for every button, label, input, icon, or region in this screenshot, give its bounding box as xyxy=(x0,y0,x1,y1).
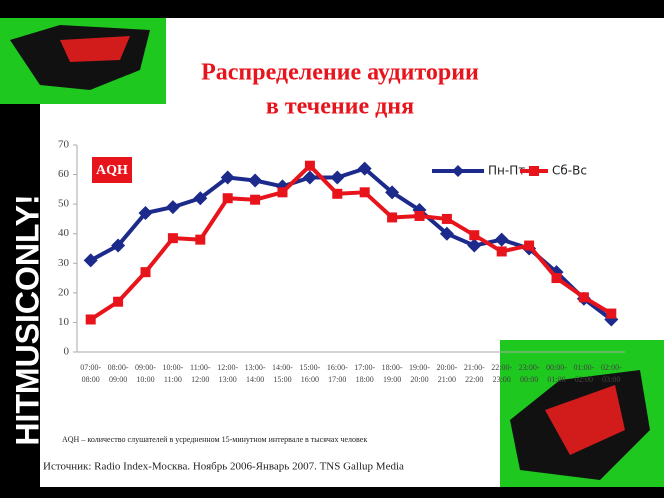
point xyxy=(220,170,235,185)
x-tick-label: 15:00- xyxy=(299,363,320,372)
x-tick-label: 17:00 xyxy=(328,375,346,384)
bottom-bar xyxy=(0,487,664,498)
x-tick-label: 12:00- xyxy=(217,363,238,372)
x-tick-label: 03:00 xyxy=(602,375,620,384)
source: Источник: Radio Index-Москва. Ноябрь 200… xyxy=(43,461,404,473)
x-tick-label: 23:00- xyxy=(519,363,540,372)
point xyxy=(302,170,317,185)
x-tick-label: 13:00- xyxy=(245,363,266,372)
top-bar xyxy=(0,0,664,18)
legend-marker xyxy=(452,165,464,177)
x-tick-label: 11:00 xyxy=(164,375,182,384)
point xyxy=(551,273,562,284)
x-tick-label: 15:00 xyxy=(273,375,291,384)
footnote: AQH – количество слушателей в усредненно… xyxy=(62,435,367,444)
legend-label: Пн-Пт xyxy=(488,164,525,178)
legend-label: Сб-Вс xyxy=(552,164,587,178)
x-tick-label: 21:00 xyxy=(438,375,456,384)
point xyxy=(330,170,345,185)
badge-box xyxy=(92,157,132,183)
x-tick-label: 12:00 xyxy=(191,375,209,384)
y-tick-label: 60 xyxy=(58,168,70,180)
x-tick-label: 10:00- xyxy=(162,363,183,372)
x-tick-label: 02:00 xyxy=(575,375,593,384)
point xyxy=(140,267,151,278)
point xyxy=(494,232,509,247)
x-tick-label: 08:00- xyxy=(108,363,129,372)
y-tick-label: 30 xyxy=(58,257,70,269)
point xyxy=(467,238,482,253)
point xyxy=(111,238,126,253)
x-tick-label: 18:00- xyxy=(382,363,403,372)
x-tick-label: 21:00- xyxy=(464,363,485,372)
logo-shape xyxy=(545,385,625,455)
legend-marker xyxy=(529,166,539,176)
point xyxy=(193,191,208,206)
x-tick-label: 19:00 xyxy=(383,375,401,384)
point xyxy=(578,292,589,303)
x-tick-label: 20:00- xyxy=(436,363,457,372)
badge: AQH xyxy=(96,163,128,178)
x-tick-label: 10:00 xyxy=(136,375,154,384)
x-tick-label: 23:00 xyxy=(493,375,511,384)
point xyxy=(113,296,124,307)
x-tick-label: 08:00 xyxy=(82,375,100,384)
y-tick-label: 50 xyxy=(58,198,70,210)
x-tick-label: 20:00 xyxy=(410,375,428,384)
point xyxy=(414,210,425,221)
point xyxy=(250,194,261,205)
y-tick-label: 70 xyxy=(58,139,70,151)
x-tick-label: 22:00 xyxy=(465,375,483,384)
x-tick-label: 14:00 xyxy=(246,375,264,384)
x-tick-label: 17:00- xyxy=(354,363,375,372)
point xyxy=(304,160,315,171)
point xyxy=(359,187,370,198)
point xyxy=(332,188,343,199)
y-tick-label: 20 xyxy=(58,286,70,298)
title-line: в течение дня xyxy=(266,94,414,120)
point xyxy=(277,187,288,198)
point xyxy=(441,213,452,224)
point xyxy=(496,246,507,257)
x-tick-label: 19:00- xyxy=(409,363,430,372)
point xyxy=(85,314,96,325)
y-tick-label: 10 xyxy=(58,316,70,328)
x-tick-label: 09:00 xyxy=(109,375,127,384)
x-tick-label: 02:00- xyxy=(601,363,622,372)
point xyxy=(469,230,480,241)
point xyxy=(195,234,206,245)
title-line: Распределение аудитории xyxy=(201,60,479,86)
x-tick-label: 09:00- xyxy=(135,363,156,372)
point xyxy=(439,226,454,241)
x-tick-label: 07:00- xyxy=(80,363,101,372)
x-tick-label: 16:00- xyxy=(327,363,348,372)
point xyxy=(387,212,398,223)
point xyxy=(167,233,178,244)
point xyxy=(524,240,535,251)
point xyxy=(138,206,153,221)
brand-text: HITMUSICONLY! xyxy=(9,194,45,445)
point xyxy=(165,200,180,215)
x-tick-label: 13:00 xyxy=(219,375,237,384)
x-tick-label: 14:00- xyxy=(272,363,293,372)
x-tick-label: 01:00 xyxy=(547,375,565,384)
x-tick-label: 16:00 xyxy=(301,375,319,384)
x-tick-label: 18:00 xyxy=(356,375,374,384)
x-tick-label: 22:00- xyxy=(491,363,512,372)
x-tick-label: 11:00- xyxy=(190,363,211,372)
x-tick-label: 00:00 xyxy=(520,375,538,384)
point xyxy=(248,173,263,188)
y-tick-label: 0 xyxy=(64,346,70,358)
y-tick-label: 40 xyxy=(58,227,70,239)
point xyxy=(606,308,617,319)
point xyxy=(357,161,372,176)
point xyxy=(83,253,98,268)
logo-shape xyxy=(60,36,130,62)
x-tick-label: 00:00- xyxy=(546,363,567,372)
x-tick-label: 01:00- xyxy=(573,363,594,372)
point xyxy=(222,193,233,204)
point xyxy=(385,185,400,200)
